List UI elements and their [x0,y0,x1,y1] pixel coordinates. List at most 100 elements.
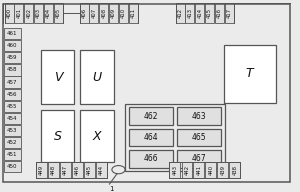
Bar [182,162,192,178]
Bar [4,64,21,75]
Bar [44,3,53,23]
Bar [4,89,21,100]
Bar [218,162,228,178]
Text: 451: 451 [7,152,17,157]
Bar [119,3,128,23]
Text: 415: 415 [207,8,212,18]
Bar [4,161,21,172]
Bar [109,3,118,23]
Bar [4,40,21,51]
Bar [206,162,216,178]
Bar [230,162,240,178]
Text: 466: 466 [143,154,158,163]
Bar [185,3,194,23]
Text: 463: 463 [191,112,206,121]
Bar [4,113,21,124]
Text: 416: 416 [217,8,222,18]
Text: 454: 454 [7,116,17,121]
Text: 401: 401 [16,8,21,18]
Text: 443: 443 [172,165,177,175]
Bar [72,162,83,178]
Text: 406: 406 [82,8,86,18]
Bar [84,162,95,178]
Bar [177,129,220,146]
Bar [80,110,114,162]
Text: 442: 442 [184,165,189,175]
Text: 458: 458 [7,67,17,72]
Bar [169,162,180,178]
Text: 445: 445 [87,165,92,175]
Bar [129,107,172,125]
Bar [41,50,74,104]
Bar [4,28,21,39]
Text: 446: 446 [75,165,80,175]
Text: 457: 457 [7,79,17,84]
Bar [4,76,21,88]
Bar [60,162,71,178]
Bar [4,137,21,148]
Text: 400: 400 [7,8,11,18]
Bar [48,162,59,178]
Bar [24,3,33,23]
Text: 449: 449 [39,165,44,175]
Bar [4,101,21,112]
Bar [225,3,234,23]
Text: 464: 464 [143,133,158,142]
Text: 465: 465 [191,133,206,142]
Bar [96,162,107,178]
Text: 456: 456 [7,92,17,97]
Bar [205,3,214,23]
Text: 411: 411 [131,8,136,18]
Bar [80,3,88,23]
Text: 405: 405 [56,8,61,18]
Bar [215,3,224,23]
Text: S: S [54,130,62,143]
Bar [4,125,21,136]
Text: 460: 460 [7,43,17,48]
Bar [36,162,47,178]
Bar [99,3,108,23]
Text: 438: 438 [232,165,237,175]
Bar [54,3,63,23]
Text: 440: 440 [208,165,213,175]
Bar [177,150,220,168]
Text: 403: 403 [36,8,41,18]
Bar [124,104,225,171]
Bar [194,162,204,178]
Bar [129,150,172,168]
Text: 455: 455 [7,104,17,109]
Text: X: X [92,130,101,143]
Bar [41,110,74,162]
Text: 413: 413 [188,8,192,18]
Bar [89,3,98,23]
Text: 462: 462 [143,112,158,121]
Bar [4,3,14,23]
Bar [129,129,172,146]
Text: 439: 439 [220,165,225,175]
Bar [177,107,220,125]
Text: 461: 461 [7,31,17,36]
Text: 414: 414 [197,8,202,18]
Text: 452: 452 [7,140,17,145]
Text: 417: 417 [227,8,232,18]
Text: 410: 410 [121,8,126,18]
Text: 450: 450 [7,164,17,169]
Bar [176,3,184,23]
Text: V: V [54,71,62,84]
Text: 447: 447 [63,165,68,175]
Text: U: U [92,71,101,84]
Bar [195,3,204,23]
Text: 459: 459 [7,55,17,60]
Text: 407: 407 [92,8,96,18]
Text: T: T [246,67,253,80]
Text: 448: 448 [51,165,56,175]
Text: 444: 444 [99,165,104,175]
Text: 441: 441 [196,165,201,175]
Text: 1: 1 [109,186,113,192]
Text: 408: 408 [101,8,106,18]
Bar [129,3,138,23]
Bar [34,3,43,23]
Bar [14,3,23,23]
Text: 453: 453 [7,128,17,133]
Bar [4,52,21,63]
